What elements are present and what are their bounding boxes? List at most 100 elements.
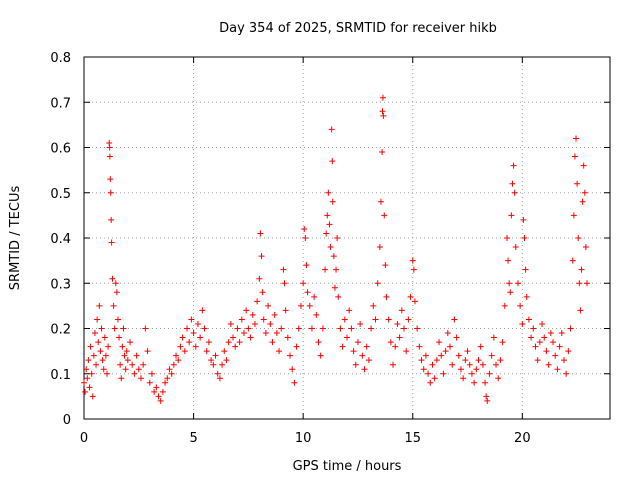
data-point <box>563 370 570 377</box>
data-point <box>289 366 296 373</box>
data-point <box>394 320 401 327</box>
data-point <box>570 212 577 219</box>
data-point <box>120 325 127 332</box>
data-point <box>329 158 336 165</box>
data-point <box>462 357 469 364</box>
data-point <box>436 339 443 346</box>
data-point <box>521 235 528 241</box>
data-point <box>287 352 294 359</box>
data-point <box>571 153 578 160</box>
data-point <box>532 343 539 350</box>
data-point <box>422 352 429 359</box>
data-point <box>398 307 405 314</box>
data-point <box>91 330 98 337</box>
data-point <box>403 348 410 355</box>
data-point <box>457 366 464 373</box>
data-point <box>199 307 206 314</box>
data-point <box>313 311 320 318</box>
data-point <box>273 330 280 337</box>
data-point <box>315 339 322 346</box>
data-point <box>396 334 403 341</box>
y-tick-label: 0.4 <box>50 232 71 247</box>
data-point <box>560 357 567 364</box>
data-point <box>230 334 237 341</box>
data-point <box>109 275 116 282</box>
data-point <box>223 357 230 364</box>
data-point <box>354 339 361 346</box>
data-point <box>300 280 307 287</box>
data-point <box>124 357 131 364</box>
data-point <box>238 316 245 323</box>
data-point <box>140 361 147 368</box>
data-point <box>184 325 191 332</box>
data-point <box>181 348 188 355</box>
data-point <box>372 316 379 323</box>
data-point <box>573 135 580 142</box>
data-point <box>166 366 173 373</box>
data-point <box>84 375 91 382</box>
data-point <box>108 216 115 223</box>
data-point <box>523 293 530 300</box>
data-point <box>405 316 412 323</box>
data-point <box>164 375 171 382</box>
data-point <box>281 280 288 287</box>
data-point <box>87 343 94 350</box>
data-point <box>257 230 264 237</box>
data-point <box>247 334 254 341</box>
data-point <box>308 325 315 332</box>
data-point <box>227 320 234 327</box>
data-point <box>284 334 291 341</box>
data-point <box>82 388 89 395</box>
y-tick-label: 0.6 <box>50 142 71 157</box>
axis-ticks <box>83 56 610 420</box>
data-point <box>265 302 272 309</box>
data-point <box>520 216 527 223</box>
data-point <box>552 352 559 359</box>
data-point <box>493 361 500 368</box>
data-point <box>530 325 537 332</box>
data-point <box>449 361 456 368</box>
data-point <box>260 316 267 323</box>
data-point <box>106 153 113 160</box>
data-point <box>323 230 330 237</box>
data-point <box>89 393 96 400</box>
data-point <box>267 320 274 327</box>
data-point <box>414 325 421 332</box>
data-point <box>497 357 504 364</box>
data-point <box>102 352 109 359</box>
y-tick-label: 0.7 <box>50 96 71 111</box>
data-point <box>155 393 162 400</box>
data-point <box>440 370 447 377</box>
data-point <box>370 302 377 309</box>
data-point <box>352 361 359 368</box>
data-point <box>350 348 357 355</box>
data-point <box>304 289 311 296</box>
data-point <box>484 397 491 404</box>
x-tick-labels: 0 5 10 15 20 <box>80 431 531 446</box>
data-point <box>291 379 298 386</box>
data-point <box>236 339 243 346</box>
data-point <box>337 325 344 332</box>
x-tick-label: 20 <box>514 431 531 446</box>
data-point <box>129 361 136 368</box>
data-point <box>278 325 285 332</box>
data-point <box>382 262 389 269</box>
data-point <box>214 370 221 377</box>
data-point <box>117 361 124 368</box>
data-point <box>110 302 117 309</box>
x-tick-label: 10 <box>295 431 312 446</box>
data-point <box>511 189 518 196</box>
data-point <box>556 343 563 350</box>
data-point <box>490 334 497 341</box>
data-point <box>379 94 386 101</box>
data-points <box>81 94 590 404</box>
y-tick-label: 0.8 <box>50 51 71 66</box>
data-point <box>133 352 140 359</box>
data-point <box>148 370 155 377</box>
data-point <box>468 370 475 377</box>
data-point <box>453 334 460 341</box>
data-point <box>379 108 386 115</box>
data-point <box>503 235 510 241</box>
data-point <box>444 330 451 337</box>
data-point <box>328 126 335 133</box>
